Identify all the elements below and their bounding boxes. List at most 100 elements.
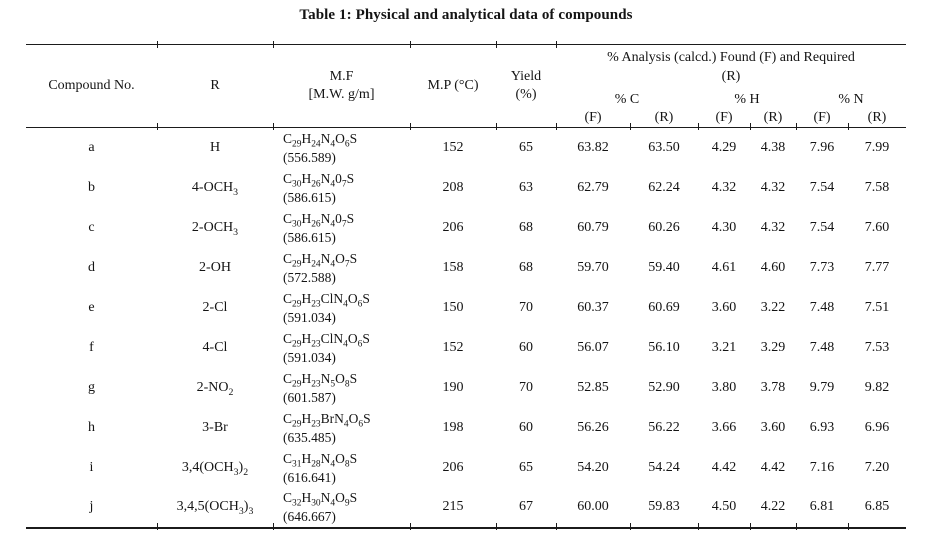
header-analysis-line2: (R) (721, 69, 741, 84)
cell-carbon-required: 59.83 (648, 499, 680, 514)
molecular-weight-line: (591.034) (283, 349, 336, 365)
cell-hydrogen-required: 3.60 (760, 419, 786, 435)
column-boundary-tick (698, 123, 699, 130)
table-row: h 3-Br C29H23BrN4O6S (635.485) 198 60 56… (26, 408, 906, 448)
cell-nitrogen-found: 7.16 (809, 459, 835, 475)
cell-nitrogen-required: 7.51 (864, 299, 890, 315)
cell-compound-no: i (89, 459, 94, 475)
cell-hydrogen-found: 4.29 (711, 139, 737, 155)
cell-substituent: 4-OCH3 (191, 179, 239, 198)
cell-yield: 60 (519, 419, 533, 435)
cell-carbon-found: 60.37 (577, 299, 609, 315)
header-compound-no: Compound No. (48, 78, 135, 93)
cell-hydrogen-required: 4.22 (760, 499, 786, 514)
cell-melting-point: 190 (442, 379, 464, 395)
header-mf-line2: [M.W. g/m] (308, 87, 375, 102)
cell-molecular-formula: C29H23BrN4O6S (635.485) (273, 408, 410, 448)
column-boundary-tick (273, 523, 274, 530)
table-row: i 3,4(OCH3)2 C31H28N4O8S (616.641) 206 6… (26, 448, 906, 488)
header-molecular-formula: M.F [M.W. g/m] (273, 45, 410, 128)
formula-line: C29H23BrN4O6S (283, 410, 371, 430)
cell-hydrogen-found: 4.42 (711, 459, 737, 475)
cell-nitrogen-found: 6.81 (809, 499, 835, 514)
cell-nitrogen-required: 7.58 (864, 179, 890, 195)
cell-nitrogen-required: 6.96 (864, 419, 890, 435)
cell-compound-no: e (88, 299, 95, 315)
cell-molecular-formula: C29H24N4O7S (572.588) (273, 248, 410, 288)
cell-yield: 65 (519, 139, 533, 155)
cell-carbon-found: 62.79 (577, 179, 609, 195)
cell-molecular-formula: C31H28N4O8S (616.641) (273, 448, 410, 488)
column-boundary-tick (496, 123, 497, 130)
molecular-weight-line: (601.587) (283, 389, 336, 405)
cell-molecular-formula: C29H24N4O6S (556.589) (273, 128, 410, 168)
formula-line: C30H26N407S (283, 170, 355, 190)
header-n-required: (R) (867, 110, 887, 125)
column-boundary-tick (556, 123, 557, 130)
cell-nitrogen-required: 7.20 (864, 459, 890, 475)
cell-nitrogen-found: 7.54 (809, 179, 835, 195)
cell-melting-point: 206 (442, 219, 464, 235)
cell-molecular-formula: C29H23ClN4O6S (591.034) (273, 288, 410, 328)
cell-hydrogen-found: 4.32 (711, 179, 737, 195)
column-boundary-tick (556, 523, 557, 530)
table-row: e 2-Cl C29H23ClN4O6S (591.034) 150 70 60… (26, 288, 906, 328)
table-row: c 2-OCH3 C30H26N407S (586.615) 206 68 60… (26, 208, 906, 248)
cell-carbon-required: 60.69 (648, 299, 680, 315)
molecular-weight-line: (586.615) (283, 229, 336, 245)
column-boundary-tick (157, 123, 158, 130)
cell-compound-no: f (89, 339, 94, 355)
cell-carbon-found: 56.07 (577, 339, 609, 355)
cell-nitrogen-found: 7.48 (809, 339, 835, 355)
data-table: Compound No. R M.F [M.W. g/m] M.P (°C) Y… (26, 44, 906, 529)
table-title: Table 1: Physical and analytical data of… (299, 7, 633, 23)
cell-hydrogen-found: 4.61 (711, 259, 737, 275)
cell-nitrogen-required: 6.85 (864, 499, 890, 514)
cell-melting-point: 208 (442, 179, 464, 195)
column-boundary-tick (410, 123, 411, 130)
header-mf-line1: M.F (329, 69, 354, 84)
formula-line: C29H24N4O7S (283, 250, 358, 270)
formula-line: C31H28N4O8S (283, 450, 358, 470)
cell-carbon-required: 56.22 (648, 419, 680, 435)
cell-yield: 68 (519, 259, 533, 275)
cell-melting-point: 206 (442, 459, 464, 475)
cell-melting-point: 158 (442, 259, 464, 275)
cell-hydrogen-required: 4.32 (760, 179, 786, 195)
cell-carbon-required: 59.40 (648, 259, 680, 275)
column-boundary-tick (796, 123, 797, 130)
column-boundary-tick (698, 523, 699, 530)
compounds-table: Compound No. R M.F [M.W. g/m] M.P (°C) Y… (26, 41, 906, 530)
column-boundary-tick (273, 123, 274, 130)
column-boundary-tick (630, 523, 631, 530)
cell-hydrogen-required: 4.38 (760, 139, 786, 155)
cell-substituent: 4-Cl (202, 339, 228, 355)
table-row: f 4-Cl C29H23ClN4O6S (591.034) 152 60 56… (26, 328, 906, 368)
cell-yield: 68 (519, 219, 533, 235)
formula-line: C30H26N407S (283, 210, 355, 230)
header-c-required: (R) (654, 110, 674, 125)
cell-hydrogen-found: 4.50 (711, 499, 737, 514)
cell-carbon-found: 56.26 (577, 419, 609, 435)
cell-substituent: 3-Br (202, 419, 228, 435)
cell-yield: 65 (519, 459, 533, 475)
cell-yield: 60 (519, 339, 533, 355)
cell-yield: 70 (519, 299, 533, 315)
cell-carbon-found: 63.82 (577, 139, 609, 155)
cell-hydrogen-required: 3.22 (760, 299, 786, 315)
cell-melting-point: 150 (442, 299, 464, 315)
formula-line: C29H24N4O6S (283, 130, 358, 150)
cell-substituent: 2-OH (199, 259, 231, 275)
cell-hydrogen-required: 4.32 (760, 219, 786, 235)
cell-hydrogen-found: 4.30 (711, 219, 737, 235)
cell-nitrogen-found: 6.93 (809, 419, 835, 435)
header-h-found: (F) (715, 110, 733, 125)
table-row: g 2-NO2 C29H23N5O8S (601.587) 190 70 52.… (26, 368, 906, 408)
cell-carbon-found: 60.00 (577, 499, 609, 514)
cell-melting-point: 152 (442, 139, 464, 155)
table-body: a H C29H24N4O6S (556.589) 152 65 63.82 6… (26, 128, 906, 528)
molecular-weight-line: (572.588) (283, 269, 336, 285)
cell-substituent: 3,4(OCH3)2 (181, 459, 249, 478)
cell-molecular-formula: C32H30N4O9S (646.667) (273, 488, 410, 528)
header-percent-c: % C (614, 91, 640, 107)
